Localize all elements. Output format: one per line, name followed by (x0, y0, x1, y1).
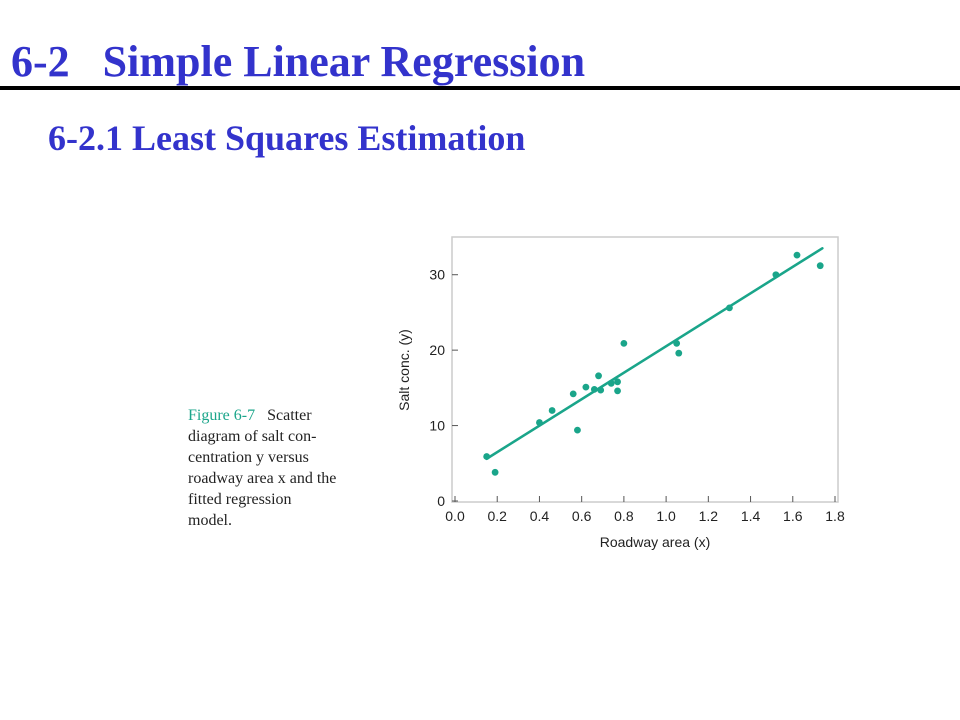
data-point (726, 304, 733, 312)
data-point (816, 262, 824, 270)
data-point (491, 468, 499, 476)
plot-frame (451, 236, 839, 503)
regression-line (485, 247, 824, 461)
scatter-chart: 0.0 0.2 0.4 0.6 0.8 1.0 1.2 1.4 1.6 1.8 0 10 20 30 R… (396, 236, 845, 550)
x-tick-label: 1.8 (825, 508, 845, 524)
x-axis-label: Roadway area (x) (600, 534, 711, 550)
caption-line-6: model. (188, 512, 232, 529)
data-point (620, 339, 628, 347)
data-point (614, 387, 621, 395)
regression-line-layer (485, 247, 824, 461)
caption-line-5: fitted regression (188, 491, 292, 508)
caption-line-2: diagram of salt con- (188, 428, 317, 445)
x-tick-label: 0.6 (572, 508, 592, 524)
x-axis-ticks: 0.0 0.2 0.4 0.6 0.8 1.0 1.2 1.4 1.6 1.8 (445, 496, 845, 524)
x-tick-label: 1.0 (656, 508, 676, 524)
data-point (607, 379, 615, 387)
data-point (772, 271, 780, 279)
caption-label: Figure 6-7 (188, 407, 256, 424)
x-tick-label: 0.2 (487, 508, 507, 524)
slide-subtitle: 6-2.1 Least Squares Estimation (48, 118, 526, 158)
x-tick-label: 0.8 (614, 508, 634, 524)
x-tick-label: 0.4 (530, 508, 550, 524)
data-point (590, 385, 598, 393)
x-tick-label: 0.0 (445, 508, 465, 524)
y-tick-label: 0 (437, 493, 445, 509)
x-tick-label: 1.2 (699, 508, 719, 524)
slide-title: 6-2 Simple Linear Regression (11, 37, 586, 86)
data-point (614, 378, 621, 386)
y-axis-label: Salt conc. (y) (396, 329, 412, 411)
y-tick-label: 20 (429, 342, 445, 358)
data-point (483, 453, 491, 460)
y-tick-label: 10 (429, 418, 445, 434)
scatter-points-layer (483, 251, 824, 476)
data-point (673, 339, 681, 347)
y-tick-label: 30 (429, 267, 445, 283)
data-point (582, 383, 590, 391)
caption-line-3: centration y versus (188, 449, 309, 466)
data-point (675, 349, 683, 357)
caption-line-1: Figure 6-7 Scatter (188, 405, 388, 426)
x-tick-label: 1.4 (741, 508, 761, 524)
data-point (574, 426, 581, 434)
data-point (595, 372, 602, 380)
caption-line-4: roadway area x and the (188, 470, 337, 487)
data-point (569, 390, 577, 398)
title-underline-rule (0, 86, 960, 90)
figure-caption: Figure 6-7 Scatter diagram of salt con- … (188, 405, 388, 531)
data-point (536, 419, 543, 426)
x-tick-label: 1.6 (783, 508, 803, 524)
data-point (793, 251, 801, 259)
y-axis-ticks: 0 10 20 30 (429, 267, 458, 509)
data-point (548, 407, 556, 414)
caption-text-1: Scatter (267, 407, 312, 424)
data-point (597, 386, 605, 394)
